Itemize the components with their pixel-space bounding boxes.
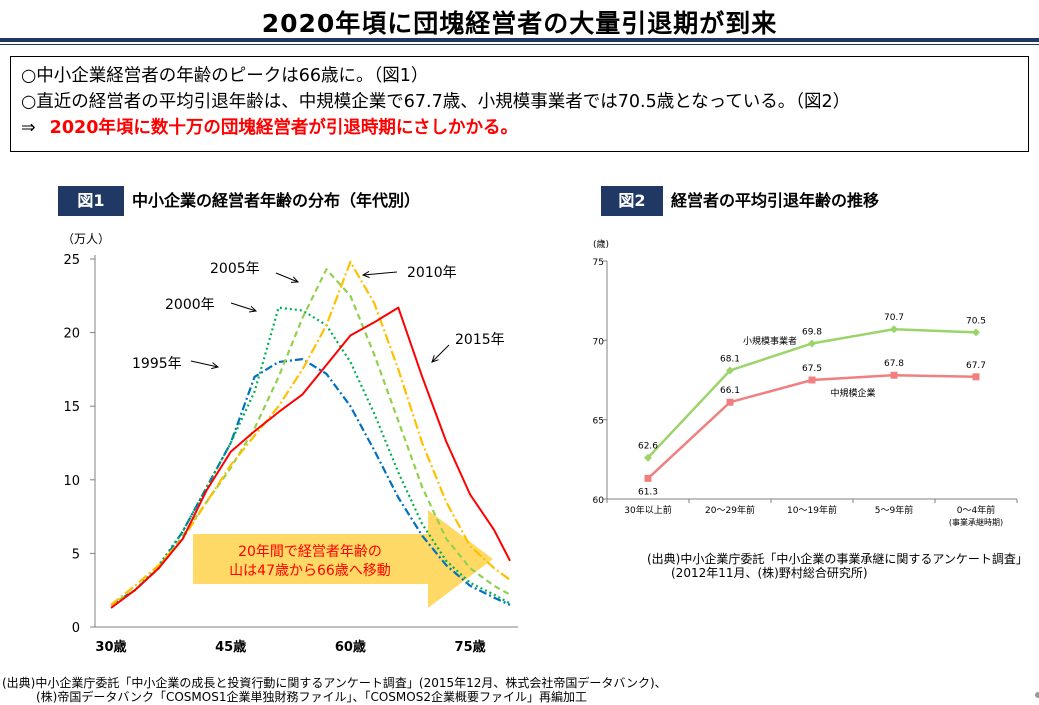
age-distribution-chart: （万人） 0 5 10 15 20 25 30歳 45歳 60歳 75歳 20年間で経営者年齢の山は4… bbox=[62, 232, 518, 655]
pointer-arrow-icon bbox=[431, 344, 450, 363]
page-marker bbox=[1035, 692, 1039, 698]
series-line-小規模事業者 bbox=[647, 327, 977, 459]
y-tick-label: 15 bbox=[63, 400, 80, 415]
data-label: 67.7 bbox=[966, 361, 986, 371]
pointer-arrowhead-icon bbox=[211, 362, 220, 370]
fig1-title: 中小企業の経営者年齢の分布（年代別） bbox=[132, 191, 421, 210]
data-point bbox=[808, 339, 816, 348]
data-point bbox=[972, 328, 980, 337]
y-tick-label: 20 bbox=[63, 327, 80, 342]
series-label: 中規模企業 bbox=[830, 387, 875, 399]
y-tick-label: 70 bbox=[593, 337, 605, 347]
data-label: 67.8 bbox=[884, 359, 904, 369]
y-tick-label: 75 bbox=[593, 258, 604, 268]
data-point bbox=[726, 366, 734, 375]
pointer-arrow-icon bbox=[230, 302, 257, 312]
pointer-arrowhead-icon bbox=[431, 355, 439, 363]
y-unit-label: (歳) bbox=[593, 238, 609, 250]
data-label: 66.1 bbox=[720, 386, 740, 396]
data-label: 70.7 bbox=[884, 313, 904, 323]
series-line-2015年 bbox=[110, 306, 511, 609]
x-tick-label: 30歳 bbox=[95, 639, 126, 655]
y-tick-label: 60 bbox=[593, 496, 605, 506]
series-line-2005年 bbox=[110, 268, 511, 606]
x-tick-label: 75歳 bbox=[455, 639, 486, 655]
series-label: 2010年 bbox=[407, 265, 457, 281]
fig1-source-line-1: (出典)中小企業庁委託「中小企業の成長と投資行動に関するアンケート調査」(201… bbox=[2, 676, 667, 690]
x-tick-label: 30年以上前 bbox=[624, 504, 671, 516]
title-underline-thin bbox=[0, 44, 1039, 45]
pointer-arrowhead-icon bbox=[361, 270, 370, 278]
series-label: 2005年 bbox=[210, 261, 260, 277]
data-label: 67.5 bbox=[802, 364, 822, 374]
retirement-age-chart: (歳) 60 65 70 75 30年以上前 20～29年前 10～19年前 5～9年前 0～4年… bbox=[593, 238, 1018, 527]
title-underline bbox=[0, 38, 1039, 42]
series-label: 2015年 bbox=[455, 332, 505, 348]
data-point bbox=[972, 373, 980, 381]
x-tick-label: 45歳 bbox=[215, 639, 246, 655]
x-tick-label: 0～4年前 bbox=[957, 504, 995, 516]
data-point bbox=[890, 325, 898, 334]
x-tick-label: 20～29年前 bbox=[705, 504, 755, 516]
series-label: 小規模事業者 bbox=[743, 335, 797, 347]
data-point bbox=[644, 453, 652, 462]
pointer-arrowhead-icon bbox=[290, 276, 300, 283]
fig2-title: 経営者の平均引退年齢の推移 bbox=[671, 191, 880, 210]
pointer-arrow-icon bbox=[190, 360, 219, 368]
callout-arrow bbox=[193, 510, 493, 608]
y-unit-label: （万人） bbox=[62, 232, 110, 246]
x-tick-label: 10～19年前 bbox=[787, 504, 837, 516]
data-label: 70.5 bbox=[966, 316, 986, 326]
series-label: 2000年 bbox=[165, 297, 215, 313]
y-tick-label: 5 bbox=[72, 547, 80, 562]
summary-line-3: ⇒ 2020年頃に数十万の団塊経営者が引退時期にさしかかる。 bbox=[21, 115, 1018, 141]
y-tick-label: 0 bbox=[72, 621, 80, 636]
fig2-tag: 図2 bbox=[601, 186, 663, 216]
summary-line-1: ○中小企業経営者の年齢のピークは66歳に。（図1） bbox=[21, 66, 429, 86]
series-line-中規模企業 bbox=[647, 373, 977, 480]
data-point bbox=[808, 376, 816, 384]
y-tick-label: 25 bbox=[63, 253, 80, 268]
callout-text-line-2: 山は47歳から66歳へ移動 bbox=[229, 563, 391, 579]
pointer-arrow-icon bbox=[362, 271, 398, 276]
x-tick-label: 5～9年前 bbox=[875, 504, 913, 516]
pointer-arrowhead-icon bbox=[248, 305, 258, 313]
y-tick-label: 10 bbox=[63, 474, 80, 489]
x-tick-label: 60歳 bbox=[335, 639, 366, 655]
data-point bbox=[726, 398, 734, 406]
data-point bbox=[644, 474, 652, 482]
data-label: 68.1 bbox=[720, 354, 740, 364]
arrow-icon: ⇒ bbox=[21, 118, 36, 138]
y-tick-label: 65 bbox=[593, 417, 604, 427]
data-label: 62.6 bbox=[638, 442, 658, 452]
callout-text-line-1: 20年間で経営者年齢の bbox=[238, 544, 382, 560]
x-category-note: (事業承継時期) bbox=[949, 517, 1003, 527]
fig2-source-line-2: (2012年11月、(株)野村総合研究所) bbox=[671, 566, 868, 580]
page-title: 2020年頃に団塊経営者の大量引退期が到来 bbox=[261, 9, 778, 38]
summary-box: ○中小企業経営者の年齢のピークは66歳に。（図1） ○直近の経営者の平均引退年齢… bbox=[10, 56, 1029, 152]
data-point bbox=[890, 371, 898, 379]
data-label: 69.8 bbox=[802, 328, 822, 338]
fig1-source-line-2: (株)帝国データバンク「COSMOS1企業単独財務ファイル」、「COSMOS2企… bbox=[36, 690, 587, 704]
series-label: 1995年 bbox=[132, 356, 182, 372]
series-line-2000年 bbox=[110, 306, 511, 606]
pointer-arrow-icon bbox=[275, 272, 299, 283]
fig2-source-line-1: (出典)中小企業庁委託「中小企業の事業承継に関するアンケート調査」 bbox=[647, 552, 1028, 566]
data-label: 61.3 bbox=[638, 487, 658, 497]
summary-conclusion: 2020年頃に数十万の団塊経営者が引退時期にさしかかる。 bbox=[49, 118, 519, 138]
fig1-tag: 図1 bbox=[58, 186, 124, 216]
summary-line-2: ○直近の経営者の平均引退年齢は、中規模企業で67.7歳、小規模事業者では70.5… bbox=[21, 92, 851, 112]
